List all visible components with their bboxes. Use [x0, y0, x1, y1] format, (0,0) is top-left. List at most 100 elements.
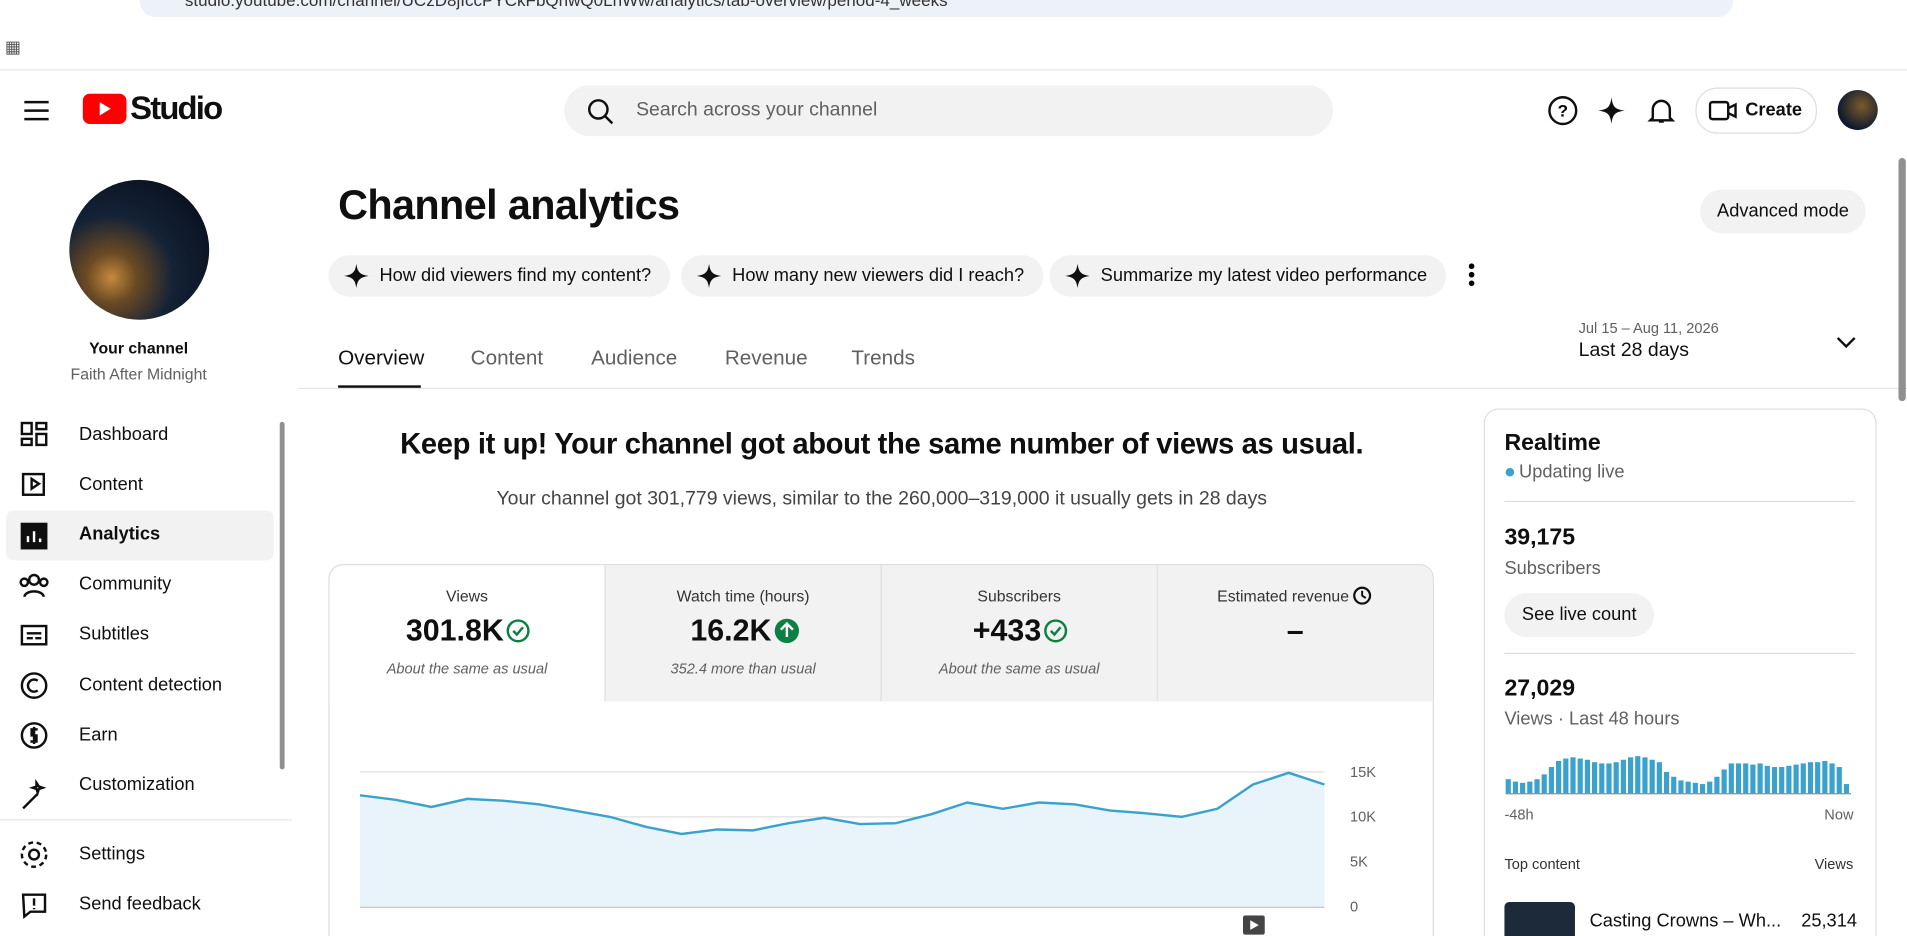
nav-item[interactable]: Analytics	[79, 523, 161, 545]
top-views: 25,314	[1801, 910, 1858, 932]
notifications-icon[interactable]	[1647, 96, 1676, 125]
bar	[1541, 774, 1547, 794]
area	[359, 772, 1325, 907]
scrollbar	[279, 421, 285, 770]
thumbnail[interactable]	[1504, 901, 1575, 936]
search-box[interactable]	[564, 85, 1333, 137]
metric-label: Subscribers	[977, 587, 1061, 606]
channel-label: Your channel	[89, 339, 189, 358]
bar	[1815, 762, 1821, 794]
bar	[1699, 784, 1706, 794]
dropdown-icon[interactable]	[1834, 334, 1858, 351]
sparkle-icon[interactable]	[1597, 96, 1626, 125]
tab[interactable]: Audience	[591, 346, 678, 370]
top-views-label: Views	[1814, 855, 1854, 873]
top-title[interactable]: Casting Crowns – Wh...	[1589, 910, 1782, 932]
bar	[1750, 764, 1756, 794]
bar	[1627, 757, 1634, 794]
nav-item[interactable]: Dashboard	[79, 424, 169, 445]
bar	[1771, 767, 1778, 794]
realtime-card	[1483, 408, 1877, 936]
live-count-button[interactable]: See live count	[1504, 593, 1655, 637]
address-bar[interactable]	[139, 0, 1734, 18]
bar	[1685, 781, 1691, 794]
bar	[1527, 781, 1533, 794]
line	[359, 771, 1325, 836]
prompt-chip[interactable]: How did viewers find my content?	[328, 255, 671, 297]
tab[interactable]: Overview	[338, 346, 425, 370]
bar	[1779, 767, 1785, 794]
bar	[1692, 782, 1698, 794]
realtime-title: Realtime	[1504, 430, 1601, 456]
metric-tab[interactable]: Views 301.8K About the same as usual	[329, 565, 605, 702]
help-icon[interactable]: ?	[1547, 95, 1579, 127]
subscriber-label: Subscribers	[1504, 557, 1601, 579]
advanced-mode-button[interactable]: Advanced mode	[1700, 189, 1866, 234]
y-tick-label: 10K	[1350, 810, 1376, 826]
y-tick-label: 5K	[1350, 855, 1368, 871]
bar	[1757, 763, 1763, 794]
nav-item[interactable]: Subtitles	[79, 623, 150, 645]
metric-value: 16.2K	[690, 613, 772, 648]
apps-icon[interactable]: ▦	[4, 36, 21, 56]
nav-item[interactable]: Settings	[79, 843, 145, 865]
browser-bar: studio.youtube.com/channel/UCzD8jIccPYCk…	[0, 0, 1907, 20]
prompt-chip[interactable]: Summarize my latest video performance	[1049, 255, 1447, 297]
divider	[0, 819, 292, 821]
bar	[1764, 765, 1770, 794]
divider	[297, 387, 1907, 389]
bar	[1735, 763, 1742, 794]
bar	[1829, 763, 1835, 794]
metric-tab[interactable]: Subscribers +433 About the same as usual	[880, 565, 1157, 702]
logo-icon[interactable]	[82, 93, 127, 124]
bar	[1512, 781, 1519, 794]
nav-item[interactable]: Earn	[79, 724, 118, 746]
x-start-label: -48h	[1504, 805, 1534, 823]
metric-label: Views	[446, 587, 488, 606]
create-button[interactable]	[1695, 87, 1818, 134]
nav-item[interactable]: Content	[79, 474, 143, 495]
bar	[1807, 762, 1814, 794]
bar	[1556, 760, 1562, 794]
bar	[1635, 756, 1641, 794]
tab[interactable]: Content	[470, 346, 544, 370]
bar	[1548, 767, 1555, 794]
nav-item[interactable]: Customization	[79, 774, 195, 796]
svg-text:?: ?	[1558, 102, 1568, 121]
metric-note: 352.4 more than usual	[670, 660, 816, 678]
nav-active-bg	[6, 510, 274, 561]
metric-value: 301.8K	[405, 613, 504, 648]
nav-item[interactable]: Community	[79, 573, 172, 595]
tab[interactable]: Revenue	[724, 346, 808, 370]
avatar[interactable]	[1837, 89, 1878, 131]
logo-text[interactable]: Studio	[130, 89, 223, 127]
bar	[1520, 782, 1526, 794]
bar	[1577, 758, 1583, 794]
tab[interactable]: Trends	[851, 346, 915, 370]
date-range: Jul 15 – Aug 11, 2026	[1578, 319, 1719, 337]
bar	[1563, 758, 1569, 794]
prompt-chip[interactable]: How many new viewers did I reach?	[681, 255, 1044, 297]
nav-item[interactable]: Content detection	[79, 674, 223, 696]
divider	[1504, 500, 1855, 503]
bar	[1786, 765, 1792, 794]
metric-tab[interactable]: Watch time (hours) 16.2K 352.4 more than u…	[604, 565, 881, 702]
bar	[1592, 762, 1598, 794]
metrics-card	[328, 564, 1434, 936]
bar	[1649, 759, 1655, 794]
bar	[1584, 759, 1590, 794]
more-icon[interactable]	[1464, 261, 1479, 288]
channel-avatar[interactable]	[69, 179, 210, 320]
metric-value: +433	[972, 613, 1042, 648]
status-icons	[506, 618, 1068, 644]
metric-tab[interactable]: Estimated revenue –	[1156, 565, 1433, 702]
bar	[1613, 762, 1619, 794]
period[interactable]: Last 28 days	[1578, 340, 1689, 362]
bar	[1743, 763, 1749, 794]
video-marker[interactable]	[1242, 915, 1265, 935]
menu-icon[interactable]	[22, 97, 51, 124]
nav-item[interactable]: Send feedback	[79, 893, 201, 915]
top-content-label: Top content	[1504, 855, 1580, 873]
metric-note: About the same as usual	[938, 660, 1100, 678]
